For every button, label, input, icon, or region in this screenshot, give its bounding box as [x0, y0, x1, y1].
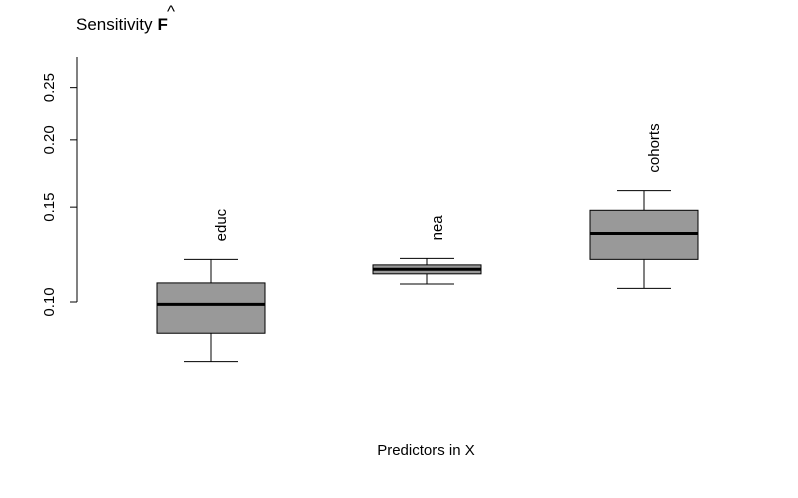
category-label-cohorts: cohorts — [646, 123, 663, 172]
chart-title-symbol: F — [158, 15, 168, 34]
y-axis-ticks: 0.10 0.15 0.20 0.25 — [41, 73, 77, 317]
y-tick-label: 0.20 — [41, 125, 58, 154]
boxplot-series: educ nea cohorts — [156, 123, 699, 363]
box-cohorts: cohorts — [589, 123, 699, 289]
chart-title: Sensitivity F — [76, 15, 168, 34]
chart-title-text: Sensitivity — [76, 15, 153, 34]
x-axis-label: Predictors in X — [377, 442, 475, 459]
y-tick-label: 0.15 — [41, 193, 58, 222]
category-label-nea: nea — [429, 215, 446, 241]
chart-title-accent: ^ — [167, 2, 175, 21]
box-nea: nea — [372, 215, 482, 285]
y-tick-label: 0.25 — [41, 73, 58, 102]
box-educ: educ — [156, 208, 266, 363]
box-iqr — [156, 282, 266, 334]
category-label-educ: educ — [213, 208, 230, 241]
y-tick-label: 0.10 — [41, 287, 58, 316]
